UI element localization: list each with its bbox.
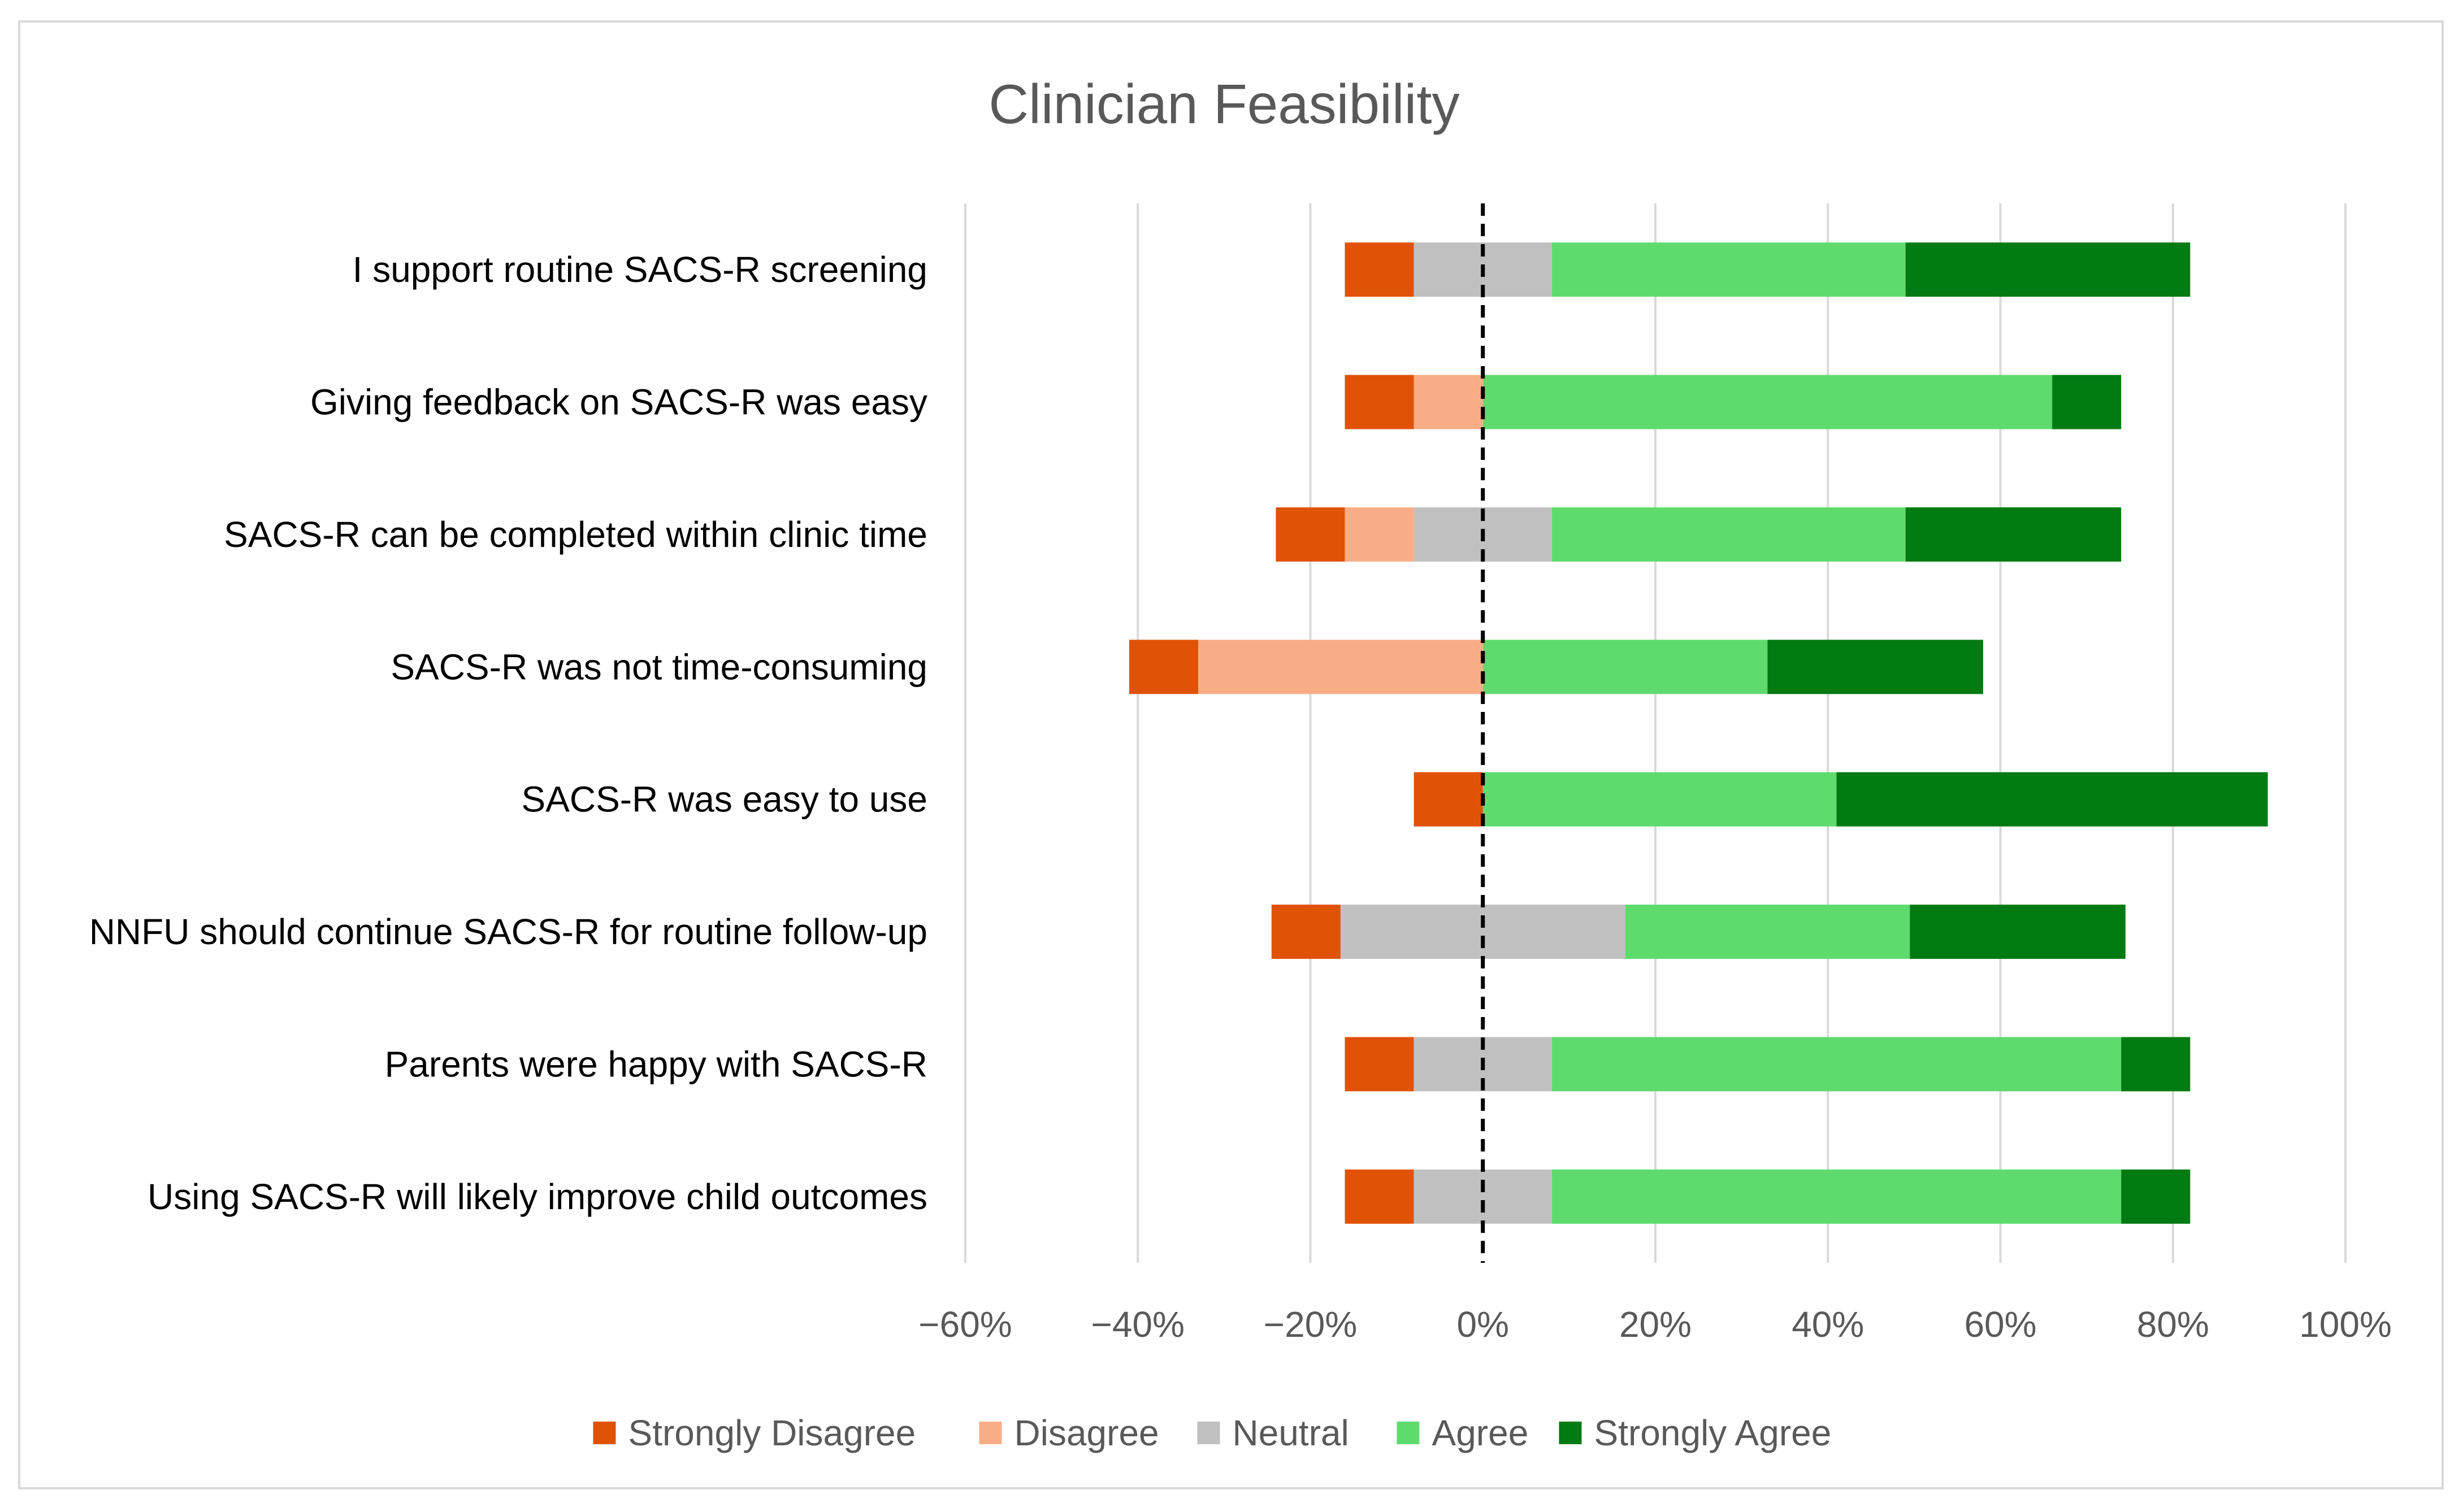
bar-segment <box>1482 772 1837 827</box>
bar-segment <box>1198 640 1483 694</box>
legend-swatch <box>979 1422 1002 1444</box>
x-tick-label: −20% <box>1264 1304 1357 1345</box>
x-tick-label: −40% <box>1091 1304 1185 1345</box>
bar-segment <box>1413 772 1483 827</box>
category-label: SACS-R was not time-consuming <box>391 646 927 687</box>
chart-svg: Clinician Feasibility I support routine … <box>89 73 2392 1453</box>
category-label: NNFU should continue SACS-R for routine … <box>89 911 927 952</box>
x-axis-tick-labels: −60% −40% −20% 0% 20% 40% 60% 80% 100% <box>918 1304 2392 1345</box>
bar-segment <box>1345 1169 1414 1224</box>
bar-segment <box>2121 1037 2191 1092</box>
category-label: Giving feedback on SACS-R was easy <box>310 382 927 423</box>
bar-segment <box>1345 242 1414 297</box>
bar-segment <box>1276 507 1345 562</box>
legend-label: Strongly Disagree <box>628 1413 916 1453</box>
category-label: Parents were happy with SACS-R <box>385 1044 927 1084</box>
category-label: Using SACS-R will likely improve child o… <box>148 1176 927 1217</box>
bar-segment <box>1482 640 1768 694</box>
bar-segment <box>1905 507 2122 562</box>
legend-label: Disagree <box>1014 1413 1159 1453</box>
x-tick-label: 20% <box>1619 1304 1692 1345</box>
bars-layer <box>1129 242 2268 1224</box>
legend-swatch <box>593 1422 616 1444</box>
bar-segment <box>1910 905 2126 959</box>
x-tick-label: 80% <box>2137 1304 2209 1345</box>
bar-segment <box>1905 242 2191 297</box>
x-tick-label: 100% <box>2299 1304 2392 1345</box>
bar-segment <box>2121 1169 2191 1224</box>
bar-segment <box>2052 375 2122 429</box>
bar-segment <box>1345 1037 1414 1092</box>
x-tick-label: 40% <box>1792 1304 1864 1345</box>
category-labels: I support routine SACS-R screening Giving… <box>89 249 927 1217</box>
bar-segment <box>1836 772 2268 827</box>
bar-segment <box>1551 1037 2122 1092</box>
legend-swatch <box>1559 1422 1582 1444</box>
bar-segment <box>1625 905 1910 959</box>
bar-segment <box>1482 375 2053 429</box>
bar-segment <box>1551 507 1906 562</box>
legend-label: Neutral <box>1233 1413 1349 1453</box>
legend-label: Agree <box>1432 1413 1529 1453</box>
x-tick-label: 0% <box>1457 1304 1510 1345</box>
chart-title: Clinician Feasibility <box>988 73 1459 135</box>
bar-segment <box>1340 905 1625 959</box>
bar-segment <box>1345 375 1414 429</box>
chart-frame: Clinician Feasibility I support routine … <box>18 20 2444 1489</box>
legend-swatch <box>1397 1422 1420 1444</box>
bar-segment <box>1271 905 1341 959</box>
x-tick-label: −60% <box>918 1304 1012 1345</box>
bar-segment <box>1551 1169 2122 1224</box>
bar-segment <box>1767 640 1983 694</box>
bar-segment <box>1551 242 1906 297</box>
bar-segment <box>1413 375 1483 429</box>
bar-segment <box>1129 640 1199 694</box>
legend: Strongly Disagree Disagree Neutral Agree Str… <box>593 1413 1832 1453</box>
x-tick-label: 60% <box>1964 1304 2036 1345</box>
bar-segment <box>1413 1169 1552 1224</box>
category-label: SACS-R was easy to use <box>522 779 928 820</box>
category-label: SACS-R can be completed within clinic ti… <box>224 514 927 555</box>
legend-label: Strongly Agree <box>1594 1413 1832 1453</box>
legend-swatch <box>1197 1422 1220 1444</box>
bar-segment <box>1345 507 1414 562</box>
grid-layer <box>964 203 2347 1263</box>
category-label: I support routine SACS-R screening <box>353 249 927 290</box>
